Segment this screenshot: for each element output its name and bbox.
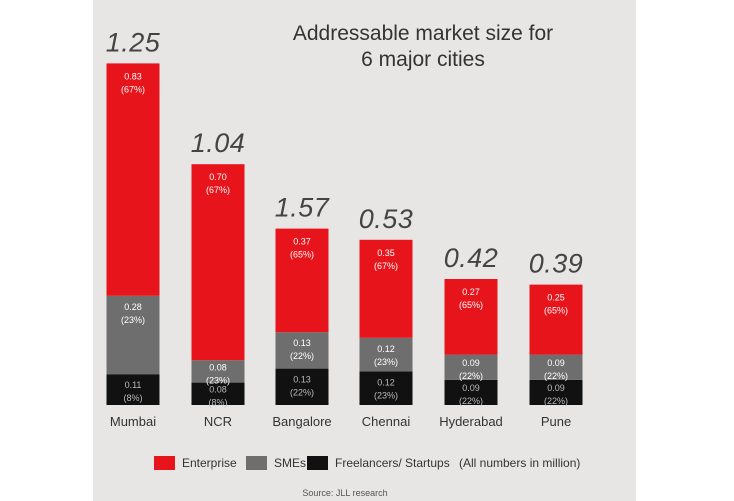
legend: Enterprise SMEs Freelancers/ Startups <box>154 456 450 470</box>
units-note: (All numbers in million) <box>459 456 580 470</box>
segment-percent-label: (23%) <box>374 390 398 400</box>
segment-percent-label: (22%) <box>290 351 314 361</box>
bar-mumbai-freelancers <box>106 374 160 405</box>
bar-ncr-freelancers <box>191 382 245 405</box>
legend-label: SMEs <box>274 456 306 470</box>
bar-chennai-enterprise <box>359 239 413 338</box>
segment-value-label: 0.25 <box>547 293 565 303</box>
segment-percent-label: (23%) <box>206 375 230 385</box>
segment-value-label: 0.27 <box>462 287 480 297</box>
category-label: Pune <box>541 414 571 429</box>
segment-percent-label: (22%) <box>544 396 568 406</box>
bar-mumbai-enterprise <box>106 63 160 296</box>
segment-value-label: 0.09 <box>547 358 565 368</box>
segment-percent-label: (67%) <box>121 84 145 94</box>
bar-total-label: 1.25 <box>106 27 161 57</box>
category-label: NCR <box>204 414 232 429</box>
segment-value-label: 0.11 <box>125 380 142 390</box>
segment-percent-label: (65%) <box>459 300 483 310</box>
bar-hyderabad-enterprise <box>444 279 498 355</box>
segment-percent-label: (8%) <box>208 398 227 408</box>
segment-percent-label: (23%) <box>121 315 145 325</box>
chart-title-line-1: Addressable market size for <box>293 22 553 45</box>
segment-percent-label: (8%) <box>123 393 142 403</box>
segment-value-label: 0.09 <box>462 358 480 368</box>
bar-hyderabad-freelancers <box>444 379 498 405</box>
bar-bangalore-enterprise <box>275 228 329 333</box>
segment-percent-label: (22%) <box>459 396 483 406</box>
chart-title-line-2: 6 major cities <box>361 48 485 71</box>
bar-total-label: 1.57 <box>275 193 330 223</box>
bar-total-label: 0.42 <box>444 243 499 273</box>
bars-group: 0.11 (8%) 0.28 (23%) 0.83 (67%) 1.25 Mumbai 0.08… <box>106 27 584 429</box>
bar-total-label: 0.53 <box>359 204 414 234</box>
category-label: Chennai <box>362 414 411 429</box>
segment-value-label: 0.09 <box>462 383 480 393</box>
segment-value-label: 0.12 <box>377 344 395 354</box>
segment-percent-label: (22%) <box>459 371 483 381</box>
segment-percent-label: (22%) <box>290 388 314 398</box>
segment-value-label: 0.70 <box>209 172 227 182</box>
source-note: Source: JLL research <box>302 488 387 498</box>
category-label: Hyderabad <box>439 414 503 429</box>
segment-percent-label: (67%) <box>206 185 230 195</box>
segment-value-label: 0.28 <box>124 302 142 312</box>
bar-pune-enterprise <box>529 284 583 355</box>
segment-percent-label: (65%) <box>544 306 568 316</box>
legend-swatch-enterprise <box>154 456 175 470</box>
legend-swatch-freelancers <box>307 456 328 470</box>
legend-swatch-smes <box>246 456 267 470</box>
category-label: Mumbai <box>110 414 156 429</box>
segment-value-label: 0.12 <box>377 377 395 387</box>
bar-pune-smes <box>529 354 583 380</box>
bar-mumbai-smes <box>106 295 160 375</box>
bar-total-label: 1.04 <box>191 128 246 158</box>
segment-value-label: 0.08 <box>209 362 227 372</box>
segment-value-label: 0.13 <box>293 338 311 348</box>
bar-hyderabad-smes <box>444 354 498 380</box>
bar-chennai-freelancers <box>359 371 413 405</box>
legend-label: Freelancers/ Startups <box>335 456 450 470</box>
bar-chennai-smes <box>359 337 413 372</box>
bar-pune-freelancers <box>529 379 583 405</box>
category-label: Bangalore <box>272 414 331 429</box>
bar-bangalore-smes <box>275 332 329 369</box>
bar-bangalore-freelancers <box>275 368 329 405</box>
segment-value-label: 0.13 <box>293 375 311 385</box>
bar-ncr-enterprise <box>191 164 245 361</box>
legend-label: Enterprise <box>182 456 237 470</box>
segment-value-label: 0.09 <box>547 383 565 393</box>
segment-value-label: 0.37 <box>293 237 311 247</box>
bar-total-label: 0.39 <box>529 249 584 279</box>
segment-percent-label: (65%) <box>290 250 314 260</box>
segment-value-label: 0.35 <box>377 248 395 258</box>
segment-value-label: 0.83 <box>124 71 142 81</box>
segment-value-label: 0.08 <box>209 385 227 395</box>
segment-percent-label: (67%) <box>374 261 398 271</box>
bar-ncr-smes <box>191 360 245 383</box>
segment-percent-label: (22%) <box>544 371 568 381</box>
segment-percent-label: (23%) <box>374 357 398 367</box>
